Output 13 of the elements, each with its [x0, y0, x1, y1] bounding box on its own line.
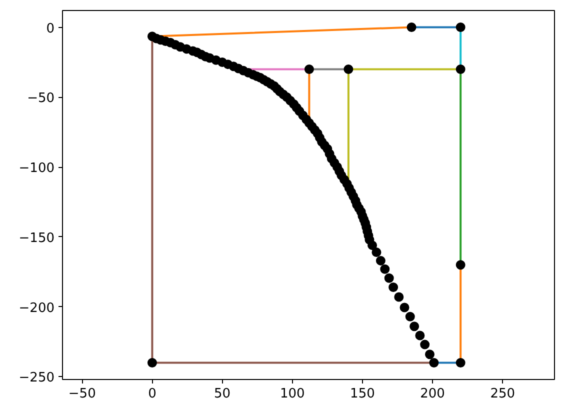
x-tick-label: 200	[420, 386, 445, 402]
y-tick-label: −100	[18, 161, 55, 176]
x-tick-label: 50	[214, 386, 231, 402]
x-tick-label: 100	[280, 386, 305, 402]
y-tick-label: −200	[18, 300, 55, 316]
y-tick-label: 0	[46, 21, 55, 36]
x-tick-label: 0	[148, 386, 156, 402]
y-tick-label: −50	[27, 91, 55, 106]
y-tick-label: −150	[18, 230, 55, 246]
x-tick-label: 150	[350, 386, 375, 402]
x-tick-label: 250	[490, 386, 516, 402]
y-tick-label: −250	[18, 370, 55, 386]
x-tick-label: −50	[68, 386, 96, 402]
